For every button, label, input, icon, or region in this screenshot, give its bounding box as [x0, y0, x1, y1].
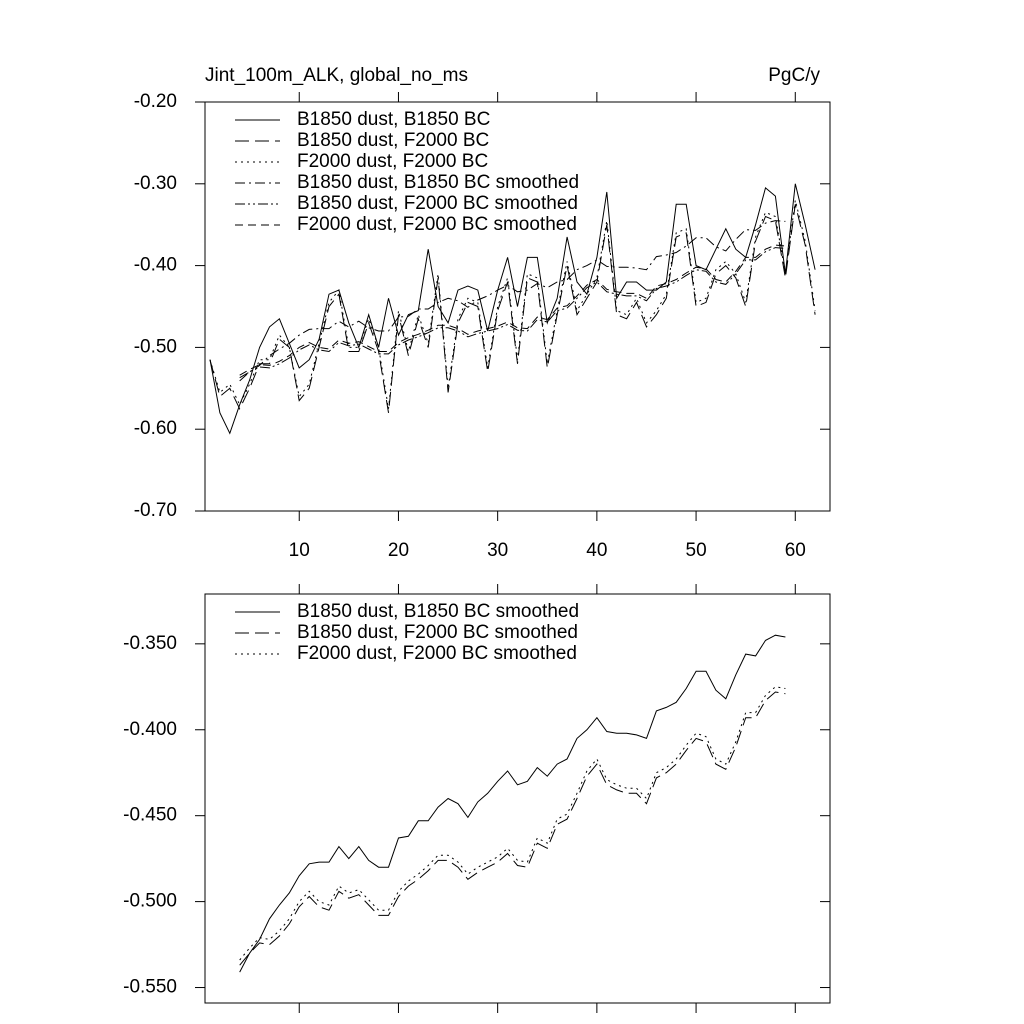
y-tick-label: -0.350 [123, 633, 177, 654]
series-line [239, 247, 786, 379]
plot-frame [204, 101, 831, 512]
y-tick-label: -0.450 [123, 805, 177, 826]
y-tick-label: -0.30 [134, 173, 177, 194]
legend-label: B1850 dust, B1850 BC smoothed [297, 601, 579, 622]
legend-label: B1850 dust, B1850 BC [297, 109, 490, 130]
y-tick-label: -0.20 [134, 91, 177, 112]
y-tick-label: -0.500 [123, 891, 177, 912]
y-tick-label: -0.70 [134, 500, 177, 521]
plot-frame [204, 593, 831, 1004]
series-line [209, 200, 816, 409]
legend-label: B1850 dust, F2000 BC smoothed [297, 193, 578, 214]
units-label: PgC/y [768, 65, 820, 86]
series-line [239, 220, 786, 382]
x-tick-label: 50 [686, 540, 707, 561]
y-tick-label: -0.40 [134, 255, 177, 276]
legend-label: B1850 dust, F2000 BC [297, 130, 489, 151]
y-tick-label: -0.60 [134, 418, 177, 439]
series-line [209, 204, 816, 413]
series-line [239, 244, 786, 376]
x-tick-label: 30 [487, 540, 508, 561]
legend-label: F2000 dust, F2000 BC [297, 151, 488, 172]
x-tick-label: 10 [289, 540, 310, 561]
series-line [209, 183, 816, 435]
x-tick-label: 60 [785, 540, 806, 561]
x-tick-label: 20 [388, 540, 409, 561]
x-tick-label: 40 [586, 540, 607, 561]
legend-label: B1850 dust, B1850 BC smoothed [297, 172, 579, 193]
y-tick-label: -0.550 [123, 977, 177, 998]
y-tick-label: -0.400 [123, 719, 177, 740]
legend-label: F2000 dust, F2000 BC smoothed [297, 214, 577, 235]
series-line [239, 691, 786, 966]
series-line [239, 634, 786, 973]
y-tick-label: -0.50 [134, 336, 177, 357]
legend-label: B1850 dust, F2000 BC smoothed [297, 622, 578, 643]
chart-title: Jint_100m_ALK, global_no_ms [205, 65, 468, 86]
series-line [239, 686, 786, 961]
legend-label: F2000 dust, F2000 BC smoothed [297, 643, 577, 664]
